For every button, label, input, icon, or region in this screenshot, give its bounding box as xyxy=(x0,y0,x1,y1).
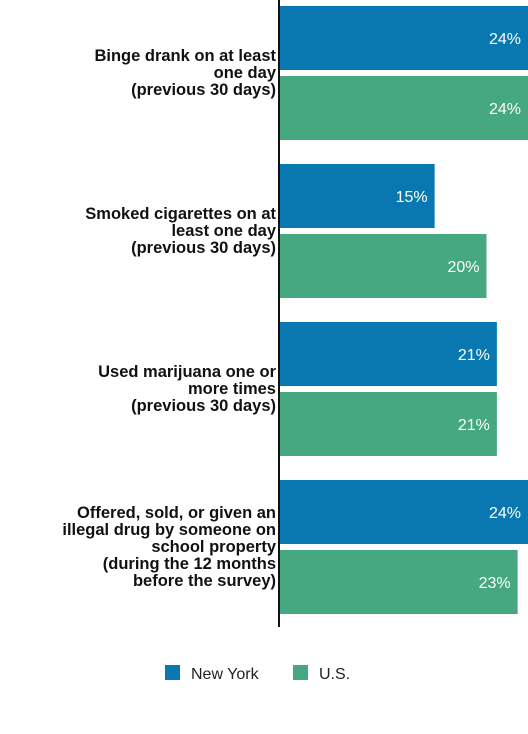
bar-u-s--2 xyxy=(279,234,487,298)
category-label: Offered, sold, or given an xyxy=(77,504,276,522)
category-label: (previous 30 days) xyxy=(131,397,276,415)
data-label: 24% xyxy=(489,101,521,118)
bar-new-york-4 xyxy=(279,480,528,544)
category-label: more times xyxy=(188,380,276,398)
category-label: least one day xyxy=(171,222,276,240)
category-label: (previous 30 days) xyxy=(131,239,276,257)
category-label: before the survey) xyxy=(133,572,276,590)
bar-new-york-1 xyxy=(279,6,528,70)
bar-new-york-3 xyxy=(279,322,497,386)
category-label: (previous 30 days) xyxy=(131,81,276,99)
category-label: (during the 12 months xyxy=(103,555,276,573)
category-label: Smoked cigarettes on at xyxy=(85,205,276,223)
data-label: 21% xyxy=(458,347,490,364)
category-label: school property xyxy=(151,538,277,556)
legend-swatch-new-york xyxy=(165,665,180,680)
bar-u-s--1 xyxy=(279,76,528,140)
bar-new-york-2 xyxy=(279,164,435,228)
category-label: Used marijuana one or xyxy=(98,363,276,381)
data-label: 24% xyxy=(489,505,521,522)
bar-u-s--3 xyxy=(279,392,497,456)
legend-label: U.S. xyxy=(319,666,350,683)
category-label: Binge drank on at least xyxy=(94,47,276,65)
data-label: 15% xyxy=(396,189,428,206)
bar-u-s--4 xyxy=(279,550,518,614)
category-label: one day xyxy=(214,64,277,82)
data-label: 23% xyxy=(479,575,511,592)
data-label: 21% xyxy=(458,417,490,434)
legend-swatch-u-s- xyxy=(293,665,308,680)
category-label: illegal drug by someone on xyxy=(62,521,276,539)
data-label: 20% xyxy=(447,259,479,276)
data-label: 24% xyxy=(489,31,521,48)
legend-label: New York xyxy=(191,666,260,683)
